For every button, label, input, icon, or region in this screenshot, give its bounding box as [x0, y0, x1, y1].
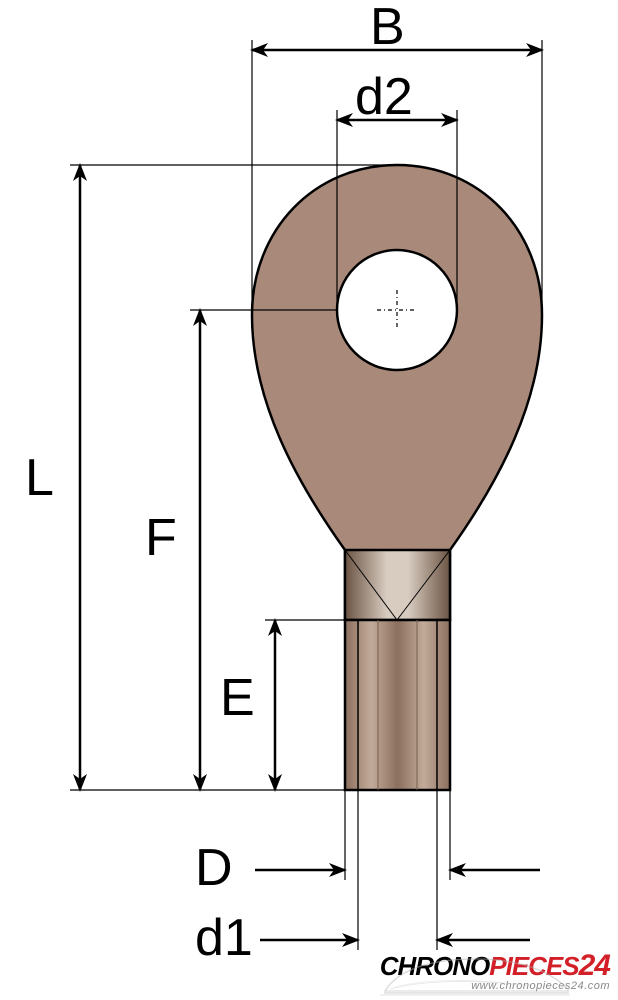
label-E: E — [220, 669, 255, 727]
label-L: L — [25, 449, 54, 507]
label-F: F — [145, 509, 177, 567]
barrel — [345, 620, 450, 790]
label-d2: d2 — [355, 68, 413, 126]
mounting-hole — [337, 250, 457, 370]
watermark: CHRONOPIECES24 www.chronopieces24.com — [380, 951, 610, 992]
label-D: D — [195, 839, 233, 897]
technical-drawing: B d2 L F E D d1 — [0, 0, 618, 1000]
neck-shading — [345, 550, 450, 620]
ring-terminal-part — [252, 165, 542, 790]
car-silhouette-icon — [380, 951, 570, 1000]
label-B: B — [370, 0, 405, 56]
watermark-brand-suf: 24 — [579, 949, 610, 982]
label-d1: d1 — [195, 909, 253, 967]
